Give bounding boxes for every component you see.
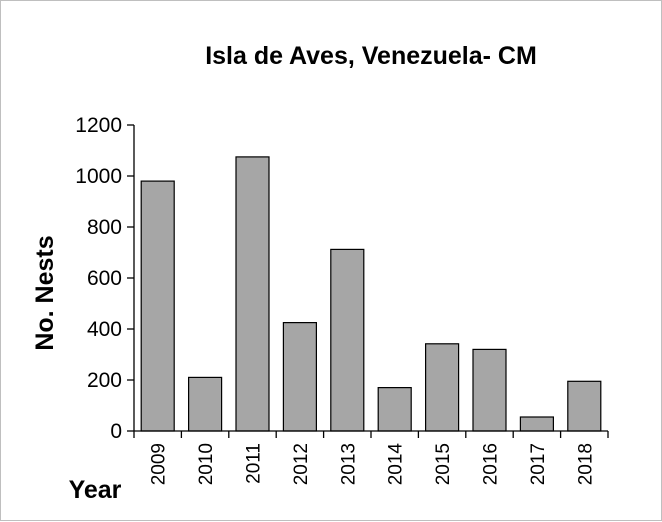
bar-2013 [330,248,365,432]
y-tick-labels: 0 200 400 600 800 1000 1200 [75,114,122,443]
bar-2014 [377,387,412,432]
y-tick-label: 800 [87,216,122,239]
axes-group [127,124,609,438]
x-tick-label-2011: 2011 [244,443,265,484]
bar-2016 [472,348,507,432]
x-tick-label-2018: 2018 [575,443,596,485]
x-tick-label-2013: 2013 [338,443,359,485]
bar-2015 [425,343,460,432]
y-tick-label: 1000 [75,165,122,188]
y-tick-label: 600 [87,267,122,290]
bar-2012 [282,322,317,432]
bar-2010 [188,376,223,432]
x-axis-label: Year [69,476,122,504]
y-tick-label: 1200 [75,114,122,137]
x-tick-label-2014: 2014 [386,443,407,486]
bar-2017 [519,416,555,432]
chart-title: Isla de Aves, Venezuela- CM [205,42,537,70]
y-tick-label: 400 [87,318,122,341]
x-tick-labels: 2009 2010 2011 2012 2013 2014 2015 2016 2017 2018 [149,443,597,486]
x-tick-label-2010: 2010 [196,443,217,485]
y-axis-label: No. Nests [31,235,59,350]
bar-2009 [140,180,175,432]
x-tick-label-2017: 2017 [528,443,549,485]
bars-group [140,156,602,432]
y-tick-label: 200 [87,369,122,392]
x-tick-label-2009: 2009 [149,443,170,485]
x-tick-label-2015: 2015 [433,443,454,485]
bar-2011 [235,156,270,432]
y-tick-label: 0 [110,420,122,443]
x-tick-label-2016: 2016 [481,443,502,485]
x-tick-label-2012: 2012 [291,443,312,485]
bar-2018 [567,380,602,432]
